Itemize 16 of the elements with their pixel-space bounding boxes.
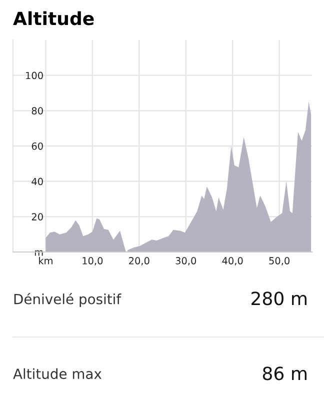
y-tick-label: 40 — [32, 178, 43, 186]
text: Altitude max — [13, 368, 102, 380]
x-tick-label: 30,0 — [176, 257, 196, 266]
x-tick-label: km — [39, 256, 52, 264]
text: Dénivelé positif — [14, 293, 122, 307]
text: 86 m — [262, 366, 306, 380]
text: 280 m — [252, 292, 306, 306]
y-tick-label: 80 — [32, 107, 43, 114]
chart-title: Altitude — [13, 11, 94, 26]
y-tick-label: 100 — [26, 72, 43, 80]
x-tick-label: 10,0 — [82, 257, 103, 266]
x-tick-label: 50,0 — [269, 257, 290, 266]
y-tick-label: 20 — [32, 213, 43, 220]
x-tick-label: 40,0 — [222, 257, 243, 266]
x-tick-label: 20,0 — [129, 257, 150, 266]
y-tick-label: 60 — [32, 142, 43, 150]
